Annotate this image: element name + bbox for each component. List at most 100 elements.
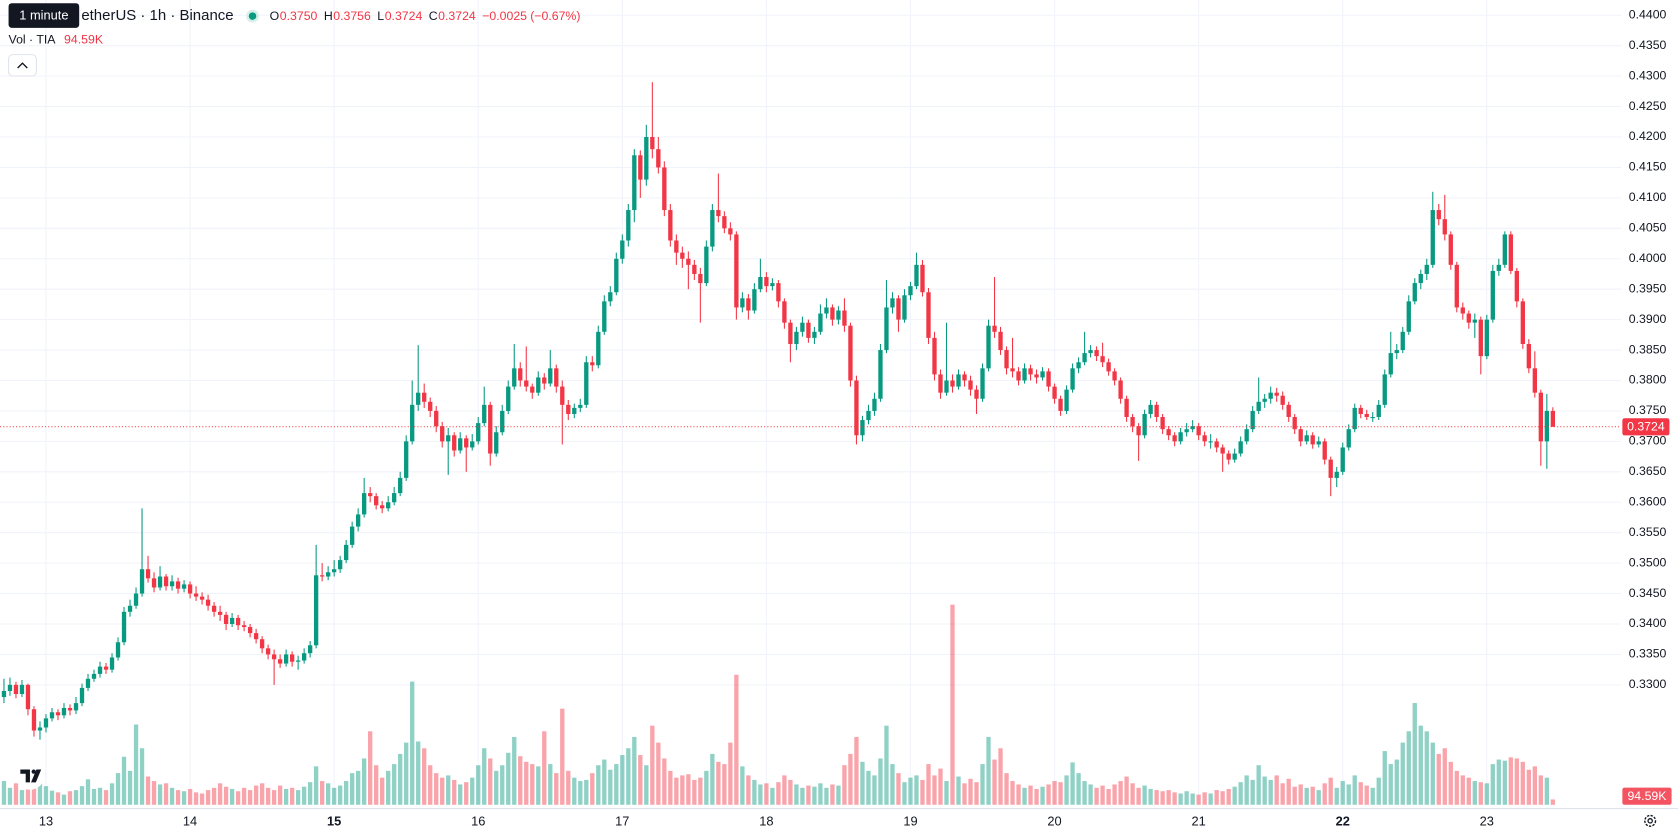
volume-bar — [722, 764, 727, 805]
candle-body — [67, 707, 73, 711]
volume-bar — [1388, 764, 1393, 805]
y-tick-label: 0.3850 — [1629, 342, 1667, 356]
volume-bar — [410, 681, 415, 805]
volume-bar — [1016, 784, 1021, 805]
volume-bar — [1070, 762, 1075, 805]
volume-bar — [884, 725, 889, 805]
volume-bar — [307, 782, 313, 805]
candle-body — [872, 398, 877, 411]
volume-bar — [464, 782, 469, 805]
candle-body — [79, 687, 85, 704]
candle-body — [914, 264, 919, 287]
volume-bar — [1010, 781, 1015, 805]
y-tick-label: 0.3750 — [1629, 403, 1667, 417]
candle-body — [337, 560, 343, 570]
x-tick-label: 16 — [471, 813, 485, 828]
volume-bar — [217, 783, 223, 805]
volume-bar — [602, 759, 607, 805]
candle-body — [1400, 331, 1405, 351]
candle-body — [1040, 371, 1045, 378]
volume-bar — [1244, 775, 1249, 805]
candle-body — [1202, 435, 1207, 442]
volume-bar — [1274, 775, 1279, 805]
candle-body — [1, 690, 7, 698]
candle-body — [199, 596, 205, 600]
volume-bar — [770, 787, 775, 805]
volume-bar — [944, 781, 949, 805]
volume-bar — [1304, 787, 1309, 805]
candle-body — [824, 307, 829, 314]
candle-body — [1544, 410, 1550, 442]
volume-bar — [133, 724, 139, 805]
y-tick-label: 0.3450 — [1629, 586, 1667, 600]
volume-bar — [73, 790, 79, 805]
volume-bar — [1220, 791, 1225, 805]
volume-value: 94.59K — [64, 32, 104, 46]
volume-bar — [1298, 784, 1303, 805]
candle-body — [1364, 413, 1369, 418]
volume-bar — [295, 790, 301, 805]
y-tick-label: 0.3950 — [1629, 281, 1667, 295]
candle-body — [13, 684, 19, 694]
candle-body — [542, 377, 547, 384]
candle-body — [211, 605, 217, 612]
candle-body — [1280, 395, 1285, 405]
volume-bar — [446, 775, 451, 805]
x-tick-label: 21 — [1192, 813, 1206, 828]
volume-bar — [1136, 787, 1141, 805]
volume-bar — [458, 784, 463, 805]
collapse-button[interactable] — [8, 54, 37, 77]
candle-body — [1070, 368, 1075, 390]
volume-bar — [1430, 742, 1435, 805]
candle-body — [1358, 407, 1363, 414]
volume-bar — [187, 788, 193, 805]
candle-body — [386, 502, 391, 509]
settings-button[interactable] — [1644, 814, 1657, 827]
volume-bar — [1004, 773, 1009, 805]
candle-body — [1514, 270, 1519, 302]
volume-bar — [890, 764, 895, 805]
volume-bar — [950, 604, 955, 805]
candle-body — [1124, 398, 1129, 418]
candle-body — [1346, 429, 1351, 448]
volume-bar — [500, 765, 505, 805]
volume-bar — [1412, 703, 1417, 805]
last-price-label: 0.3724 — [1627, 420, 1665, 434]
candle-body — [85, 678, 91, 688]
candle-body — [878, 350, 883, 399]
volume-bar — [1100, 785, 1105, 805]
volume-bar — [1250, 779, 1255, 805]
volume-bar — [596, 765, 601, 805]
candle-body — [1550, 410, 1556, 427]
volume-bar — [764, 783, 769, 805]
candle-body — [980, 368, 985, 399]
candle-body — [1406, 301, 1411, 332]
x-tick-label: 20 — [1047, 813, 1061, 828]
volume-bar — [85, 779, 91, 805]
candle-body — [992, 325, 997, 332]
candle-body — [548, 368, 553, 384]
candle-body — [740, 298, 745, 308]
volume-bar — [842, 765, 847, 805]
x-tick-label: 22 — [1336, 813, 1350, 828]
volume-bar — [193, 792, 199, 805]
candle-body — [313, 575, 319, 646]
volume-bar — [698, 777, 703, 805]
candle-body — [43, 718, 49, 728]
candle-body — [830, 307, 835, 320]
candle-body — [1208, 441, 1213, 443]
y-tick-label: 0.4300 — [1629, 68, 1667, 82]
volume-bar — [1376, 777, 1381, 805]
candle-body — [1142, 413, 1147, 436]
candle-body — [902, 295, 907, 320]
volume-bar — [1466, 777, 1471, 805]
volume-bar — [956, 776, 961, 805]
price-pane — [1, 82, 1556, 740]
volume-bar — [668, 770, 673, 805]
tradingview-logo[interactable] — [14, 759, 45, 790]
volume-bar — [1370, 787, 1375, 805]
candle-body — [488, 404, 493, 454]
volume-bar — [824, 787, 829, 805]
candle-body — [301, 653, 307, 661]
